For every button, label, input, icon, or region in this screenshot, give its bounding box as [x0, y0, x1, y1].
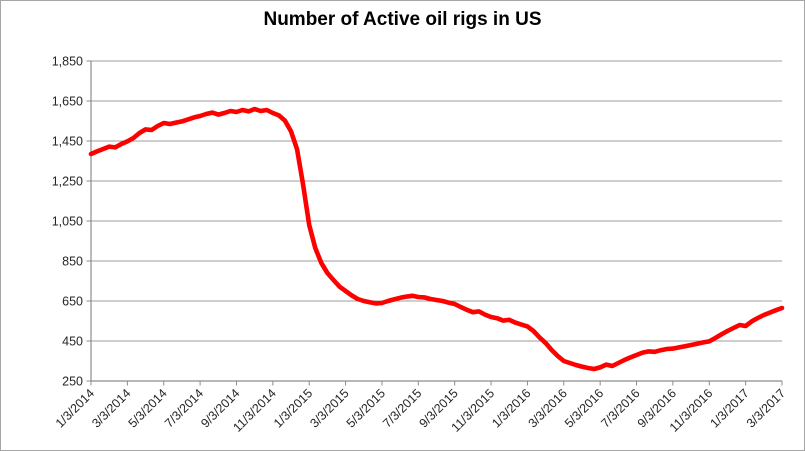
y-axis-label: 850: [62, 255, 83, 269]
chart-title: Number of Active oil rigs in US: [263, 9, 542, 30]
x-axis-label: 3/3/2016: [526, 386, 570, 430]
x-axis-label: 1/3/2017: [707, 386, 751, 430]
series-line-active-oil-rigs: [88, 106, 785, 372]
x-axis-label: 5/3/2016: [562, 386, 606, 430]
x-axis-label: 7/3/2015: [380, 386, 424, 430]
x-axis-label: 3/3/2015: [307, 386, 351, 430]
y-axis-label: 1,450: [52, 135, 83, 149]
x-axis-label: 3/3/2014: [89, 386, 133, 430]
x-axis-label: 1/3/2016: [489, 386, 533, 430]
y-axis-label: 250: [62, 375, 83, 389]
y-axis-label: 1,850: [52, 55, 83, 69]
y-axis-label: 650: [62, 295, 83, 309]
x-axis-label: 7/3/2014: [162, 386, 206, 430]
y-axis-label: 1,050: [52, 215, 83, 229]
y-axis-label: 450: [62, 335, 83, 349]
y-axis-label: 1,250: [52, 175, 83, 189]
x-axis-label: 5/3/2014: [126, 386, 170, 430]
x-axis-label: 3/3/2017: [744, 386, 788, 430]
x-axis-label: 5/3/2015: [344, 386, 388, 430]
y-axis-label: 1,650: [52, 95, 83, 109]
x-axis-label: 1/3/2015: [271, 386, 315, 430]
x-axis-label: 7/3/2016: [598, 386, 642, 430]
x-axis-label: 1/3/2014: [53, 386, 97, 430]
